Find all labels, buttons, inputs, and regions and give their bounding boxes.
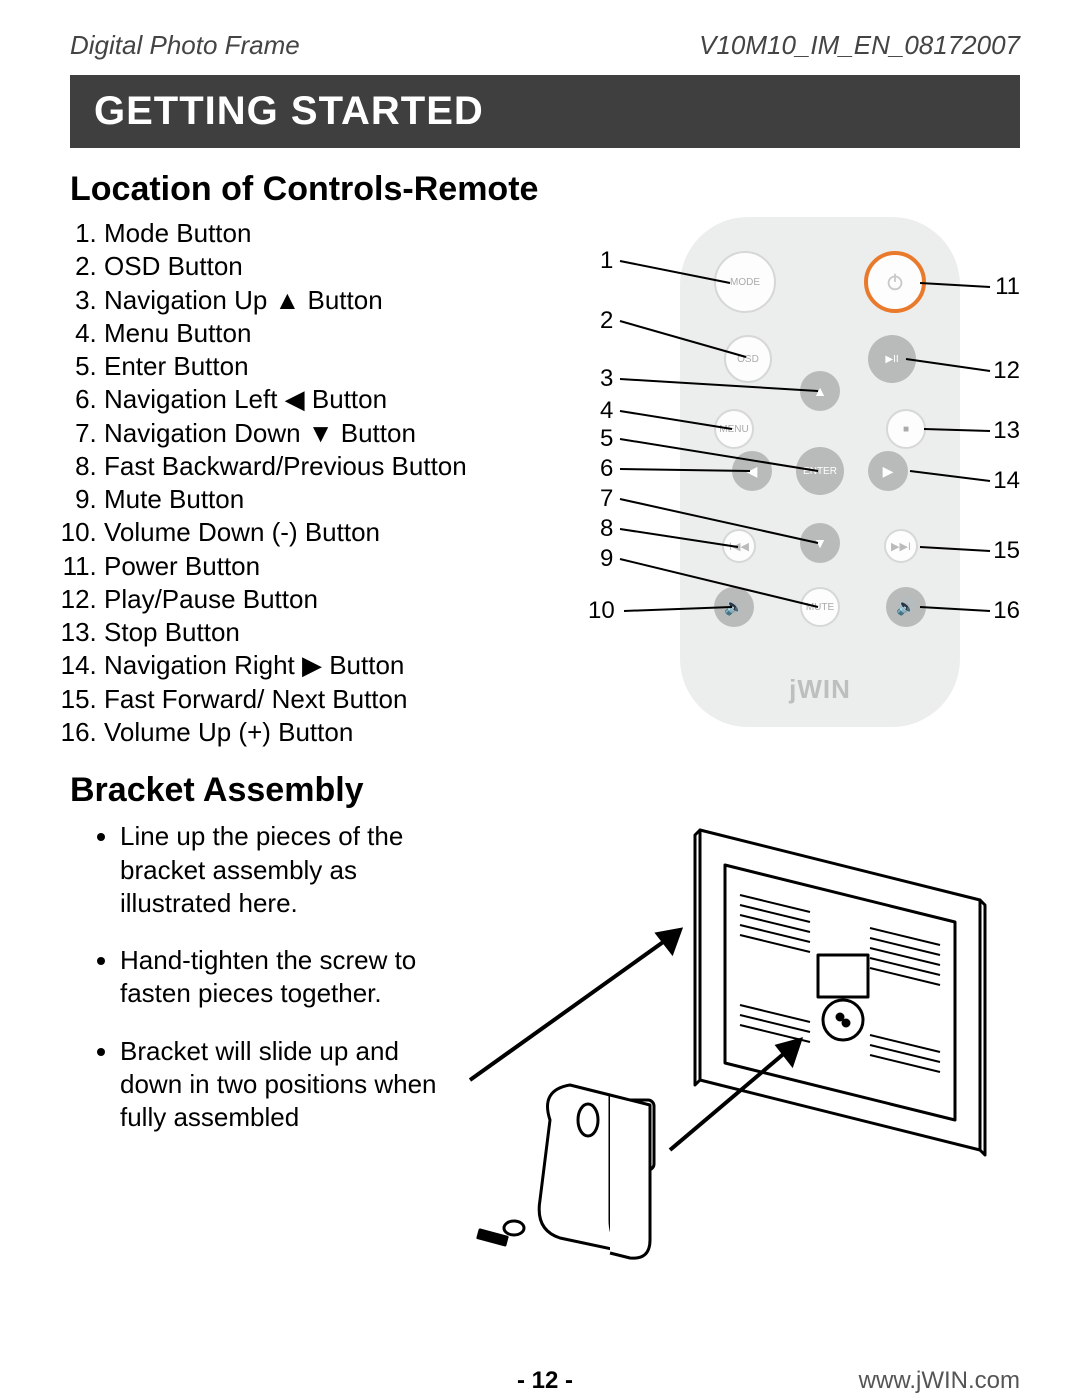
bracket-bullet: Hand-tighten the screw to fasten pieces … — [120, 944, 440, 1011]
callout-num: 5 — [600, 425, 613, 453]
control-item: Navigation Down ▼ Button — [104, 417, 550, 450]
nav-down-icon: ▼ — [800, 523, 840, 563]
control-item: Power Button — [104, 550, 550, 583]
callout-num: 11 — [995, 273, 1020, 301]
bracket-bullet: Bracket will slide up and down in two po… — [120, 1035, 440, 1135]
bracket-area: Line up the pieces of the bracket assemb… — [70, 820, 1020, 1290]
control-item: Play/Pause Button — [104, 583, 550, 616]
vol-up-icon: 🔊 — [886, 587, 926, 627]
stop-button-icon: ■ — [886, 409, 926, 449]
nav-left-icon: ◀ — [732, 451, 772, 491]
nav-right-icon: ▶ — [868, 451, 908, 491]
vol-down-icon: 🔈 — [714, 587, 754, 627]
bracket-illustration — [440, 820, 1020, 1290]
callout-num: 3 — [600, 365, 613, 393]
callout-num: 1 — [600, 247, 613, 275]
callout-num: 9 — [600, 545, 613, 573]
control-item: Enter Button — [104, 350, 550, 383]
power-button-icon — [864, 251, 926, 313]
control-item: Fast Forward/ Next Button — [104, 683, 550, 716]
header-row: Digital Photo Frame V10M10_IM_EN_0817200… — [70, 30, 1020, 61]
fast-backward-icon: I◀◀ — [722, 529, 756, 563]
callout-num: 10 — [588, 597, 615, 625]
callout-num: 13 — [993, 417, 1020, 445]
controls-heading: Location of Controls-Remote — [70, 170, 1020, 209]
control-item: Mute Button — [104, 483, 550, 516]
mode-button-icon: MODE — [714, 251, 776, 313]
footer-url: www.jWIN.com — [859, 1367, 1020, 1395]
callout-num: 4 — [600, 397, 613, 425]
remote-diagram: MODE OSD ▶II ▲ MENU ■ ENTER ◀ ▶ ▼ I◀◀ — [560, 217, 1020, 747]
control-item: Volume Down (-) Button — [104, 516, 550, 549]
control-item: Volume Up (+) Button — [104, 716, 550, 749]
enter-button-icon: ENTER — [796, 447, 844, 495]
nav-up-icon: ▲ — [800, 371, 840, 411]
menu-button-icon: MENU — [714, 409, 754, 449]
remote-brand: jWIN — [680, 674, 960, 705]
manual-page: Digital Photo Frame V10M10_IM_EN_0817200… — [0, 0, 1080, 1397]
callout-num: 14 — [993, 467, 1020, 495]
bracket-list: Line up the pieces of the bracket assemb… — [70, 820, 440, 1158]
control-item: Navigation Up ▲ Button — [104, 284, 550, 317]
callout-num: 15 — [993, 537, 1020, 565]
control-item: OSD Button — [104, 250, 550, 283]
control-item: Fast Backward/Previous Button — [104, 450, 550, 483]
remote-body: MODE OSD ▶II ▲ MENU ■ ENTER ◀ ▶ ▼ I◀◀ — [680, 217, 960, 727]
bracket-heading: Bracket Assembly — [70, 771, 1020, 810]
mute-button-icon: MUTE — [800, 587, 840, 627]
section-banner: GETTING STARTED — [70, 75, 1020, 148]
fast-forward-icon: ▶▶I — [884, 529, 918, 563]
callout-num: 2 — [600, 307, 613, 335]
control-item: Navigation Right ▶ Button — [104, 649, 550, 682]
control-item: Mode Button — [104, 217, 550, 250]
controls-list: Mode Button OSD Button Navigation Up ▲ B… — [70, 217, 550, 749]
control-item: Stop Button — [104, 616, 550, 649]
callout-num: 6 — [600, 455, 613, 483]
play-pause-icon: ▶II — [868, 335, 916, 383]
header-left: Digital Photo Frame — [70, 30, 300, 61]
callout-num: 8 — [600, 515, 613, 543]
controls-area: Mode Button OSD Button Navigation Up ▲ B… — [70, 217, 1020, 749]
callout-num: 16 — [993, 597, 1020, 625]
callout-num: 12 — [993, 357, 1020, 385]
callout-num: 7 — [600, 485, 613, 513]
control-item: Menu Button — [104, 317, 550, 350]
header-right: V10M10_IM_EN_08172007 — [699, 30, 1020, 61]
bracket-bullet: Line up the pieces of the bracket assemb… — [120, 820, 440, 920]
osd-button-icon: OSD — [724, 335, 772, 383]
control-item: Navigation Left ◀ Button — [104, 383, 550, 416]
